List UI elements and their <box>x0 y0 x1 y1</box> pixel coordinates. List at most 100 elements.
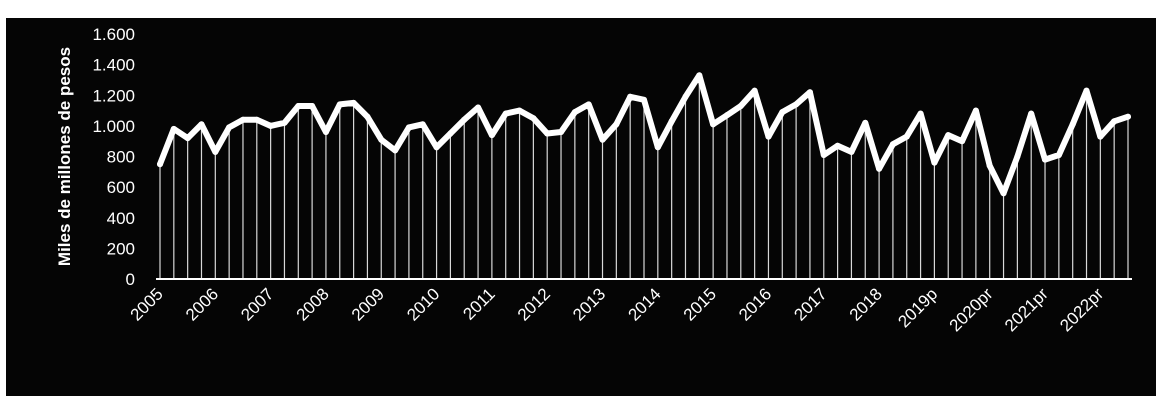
y-tick-label: 600 <box>107 178 135 197</box>
data-point <box>378 136 385 143</box>
data-point <box>1028 110 1035 117</box>
x-tick-label: 2010 <box>403 284 443 324</box>
data-point <box>1000 190 1007 197</box>
data-point <box>309 102 316 109</box>
x-tick-label: 2008 <box>293 284 333 324</box>
x-tick-label: 2007 <box>237 284 277 324</box>
data-point <box>364 113 371 120</box>
x-tick-label: 2020pr <box>946 284 997 335</box>
data-point <box>419 121 426 128</box>
data-point <box>765 133 772 140</box>
data-point <box>779 109 786 116</box>
data-point <box>198 121 205 128</box>
data-point <box>710 121 717 128</box>
data-point <box>184 135 191 142</box>
data-point <box>488 132 495 139</box>
data-point <box>737 102 744 109</box>
data-point <box>447 130 454 137</box>
y-tick-label: 800 <box>107 148 135 167</box>
data-point <box>723 112 730 119</box>
data-point <box>931 159 938 166</box>
data-point <box>336 101 343 108</box>
x-tick-label: 2014 <box>624 284 664 324</box>
data-point <box>627 93 634 100</box>
data-point <box>461 116 468 123</box>
data-point <box>1069 121 1076 128</box>
y-axis-ticks: 0 200 400 600 800 1.000 1.200 1.400 1.600 <box>92 25 135 289</box>
y-tick-label: 1.600 <box>92 25 135 44</box>
data-point <box>1014 153 1021 160</box>
data-point <box>613 121 620 128</box>
data-point <box>793 101 800 108</box>
data-point <box>530 115 537 122</box>
data-point <box>571 109 578 116</box>
data-point <box>516 107 523 114</box>
x-tick-label: 2021pr <box>1001 284 1052 335</box>
data-point <box>544 130 551 137</box>
data-point <box>170 125 177 132</box>
x-tick-label: 2011 <box>459 284 498 323</box>
data-point <box>641 96 647 103</box>
y-tick-label: 0 <box>126 270 135 289</box>
data-point <box>876 165 883 172</box>
data-point <box>834 142 841 149</box>
data-point <box>322 129 329 135</box>
data-point <box>959 138 966 145</box>
data-point <box>696 72 703 79</box>
data-point <box>502 110 509 117</box>
data-point <box>862 119 869 126</box>
x-tick-label: 2005 <box>127 284 167 324</box>
data-point <box>889 141 896 148</box>
data-point <box>1111 118 1118 125</box>
y-tick-label: 400 <box>107 209 135 228</box>
data-point <box>267 122 274 129</box>
y-axis-title: Miles de millones de pesos <box>55 47 74 266</box>
y-tick-label: 200 <box>107 239 135 258</box>
x-tick-label: 2012 <box>514 284 554 324</box>
data-point <box>848 148 855 155</box>
drop-lines <box>159 75 1129 279</box>
data-points <box>157 72 1131 197</box>
x-axis-ticks: 2005 2006 2007 2008 2009 2010 2011 2012 2013 2014… <box>127 284 1108 335</box>
data-point <box>405 124 412 131</box>
data-point <box>558 129 565 135</box>
data-point <box>475 104 482 111</box>
data-point <box>599 136 606 143</box>
data-point <box>1042 156 1049 163</box>
data-point <box>295 102 302 109</box>
data-point <box>1083 87 1090 94</box>
x-tick-label: 2013 <box>569 284 609 324</box>
y-tick-label: 1.400 <box>92 56 135 75</box>
x-tick-label: 2022pr <box>1056 284 1107 335</box>
x-tick-label: 2016 <box>735 284 775 324</box>
x-tick-label: 2018 <box>846 284 886 324</box>
data-point <box>806 89 813 96</box>
data-point <box>1055 151 1062 158</box>
data-point <box>253 116 260 123</box>
data-point <box>350 99 357 106</box>
data-point <box>945 132 952 139</box>
data-point <box>986 162 993 169</box>
data-point <box>668 118 675 125</box>
data-point <box>392 147 399 154</box>
y-tick-label: 1.000 <box>92 117 135 136</box>
data-point <box>820 151 827 158</box>
x-tick-label: 2017 <box>790 284 830 324</box>
data-point <box>1097 133 1104 140</box>
data-point <box>585 101 592 108</box>
data-point <box>281 119 288 126</box>
chart-background <box>6 18 1156 396</box>
x-tick-label: 2015 <box>680 284 720 324</box>
data-point <box>239 116 246 123</box>
data-point <box>972 107 979 114</box>
data-point <box>1125 113 1131 120</box>
data-point <box>682 93 689 100</box>
data-point <box>751 87 758 94</box>
data-point <box>433 144 440 151</box>
x-tick-label: 2009 <box>348 284 388 324</box>
data-point <box>157 161 163 168</box>
data-point <box>654 144 661 151</box>
data-point <box>212 148 219 155</box>
